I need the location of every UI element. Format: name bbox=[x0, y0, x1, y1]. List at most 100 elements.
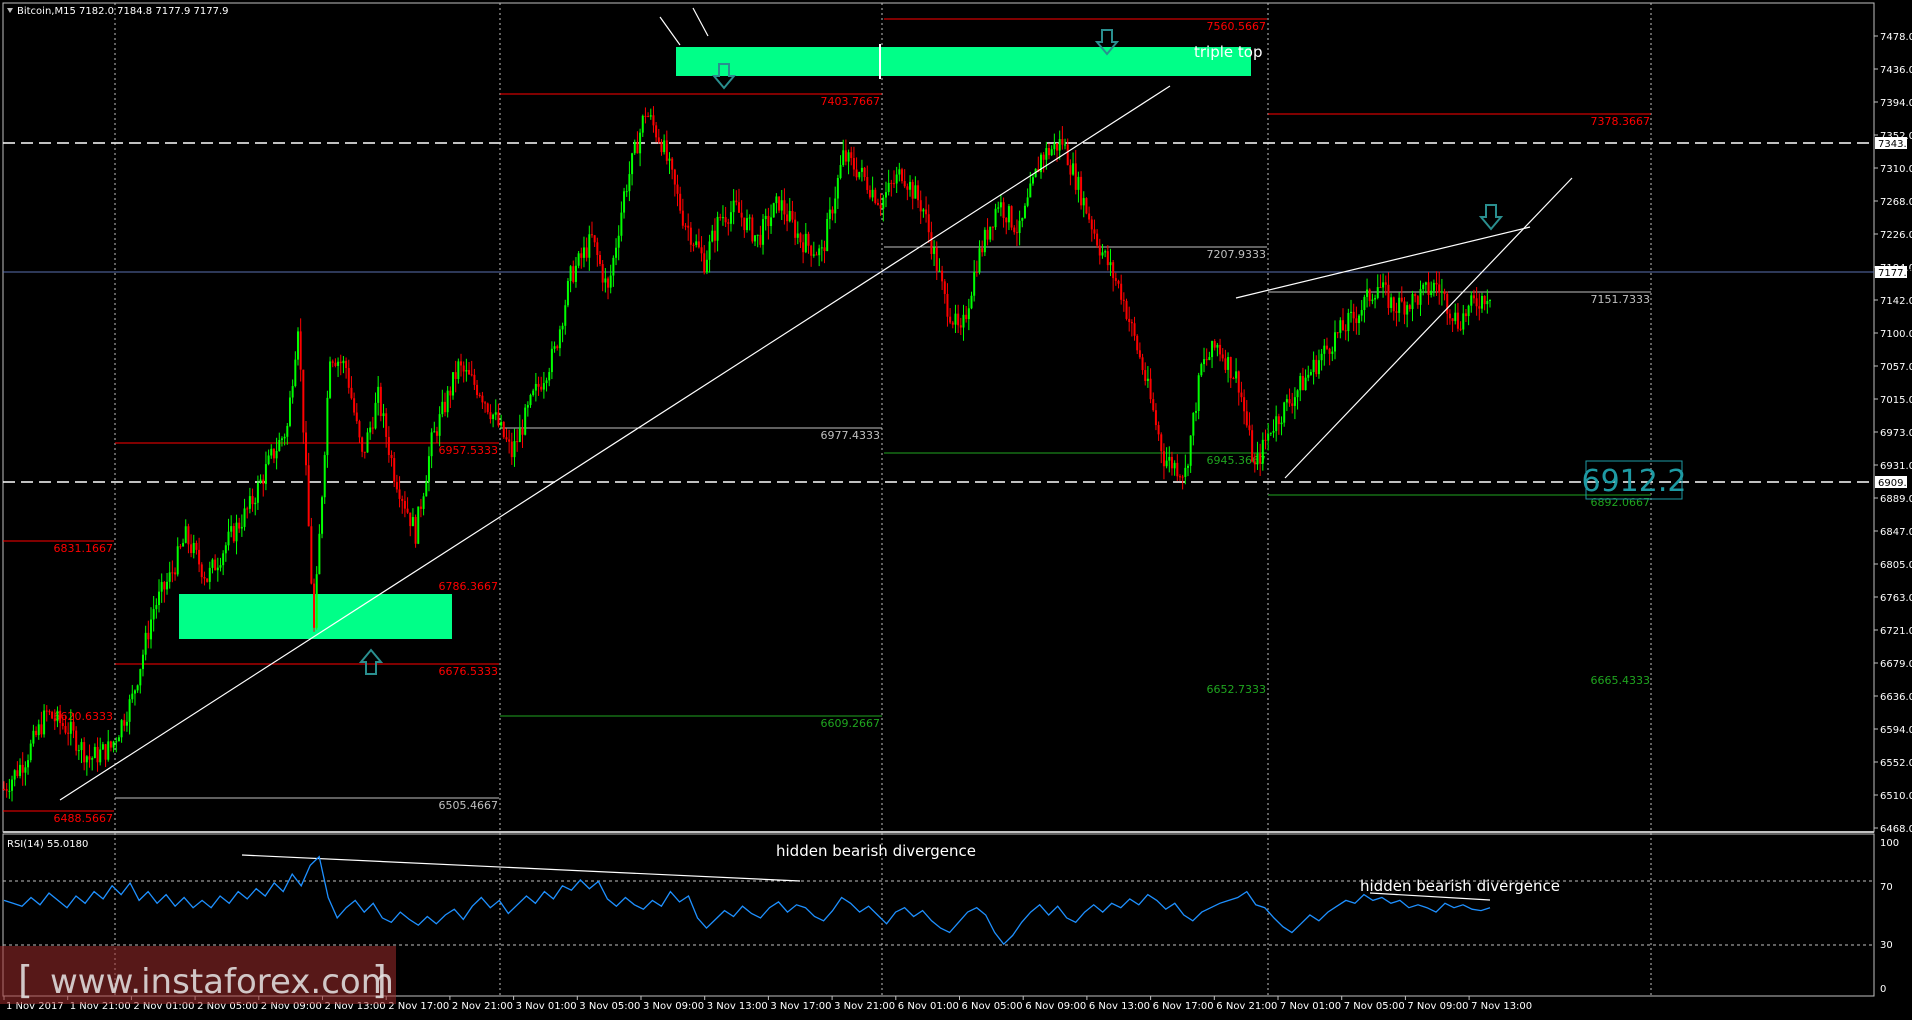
candle-bull bbox=[139, 669, 142, 686]
candle-bull bbox=[764, 215, 767, 220]
candle-bear bbox=[941, 270, 944, 282]
big-price-value: 6912.2 bbox=[1582, 464, 1687, 499]
candle-bear bbox=[206, 578, 209, 582]
candle-bear bbox=[1392, 297, 1395, 312]
candle-bear bbox=[890, 182, 893, 184]
candle-bull bbox=[938, 270, 941, 272]
candle-bull bbox=[430, 432, 433, 457]
candle-bull bbox=[1021, 217, 1024, 221]
candle-bull bbox=[254, 502, 257, 505]
level-7403: 7403.7667 bbox=[500, 93, 882, 108]
candle-bear bbox=[307, 465, 310, 527]
candle-bear bbox=[508, 439, 511, 442]
candle-bull bbox=[999, 202, 1002, 208]
candle-bull bbox=[56, 710, 59, 722]
candle-bear bbox=[462, 365, 465, 372]
hidden-divergence-label-1: hidden bearish divergence bbox=[776, 842, 976, 860]
watermark-bracket-right: ] bbox=[372, 958, 387, 1002]
price-tick-label: 6931.0 bbox=[1880, 461, 1912, 472]
candle-bear bbox=[363, 451, 366, 453]
candle-bull bbox=[532, 390, 535, 395]
candle-bear bbox=[949, 316, 952, 323]
candle-bull bbox=[1320, 353, 1323, 361]
candle-bear bbox=[684, 225, 687, 227]
candle-bull bbox=[1235, 371, 1238, 379]
candle-bull bbox=[828, 209, 831, 219]
candle-bear bbox=[917, 185, 920, 201]
candle-bull bbox=[1371, 299, 1374, 302]
candle-bear bbox=[147, 632, 150, 640]
wedge-lower-line bbox=[1284, 177, 1573, 479]
candle-bull bbox=[446, 390, 449, 413]
candle-bull bbox=[615, 247, 618, 258]
candle-bull bbox=[1023, 205, 1026, 218]
candle-bull bbox=[176, 546, 179, 575]
candle-bear bbox=[1002, 202, 1005, 218]
candle-bear bbox=[1288, 399, 1291, 404]
candle-bear bbox=[601, 264, 604, 283]
candle-bear bbox=[1005, 217, 1008, 223]
candle-bull bbox=[329, 361, 332, 398]
candle-bull bbox=[11, 779, 14, 791]
level-7151: 7151.7333 bbox=[1268, 291, 1651, 306]
candle-bear bbox=[1061, 139, 1064, 145]
price-tick-label: 7310.0 bbox=[1880, 164, 1912, 175]
candle-bear bbox=[1451, 318, 1454, 322]
candle-bear bbox=[572, 266, 575, 282]
level-label: 6786.3667 bbox=[439, 580, 499, 593]
candle-bull bbox=[80, 742, 83, 751]
dropdown-triangle-icon[interactable] bbox=[7, 8, 13, 13]
candle-bear bbox=[1138, 350, 1141, 358]
candle-bull bbox=[1323, 345, 1326, 354]
candle-bear bbox=[1342, 320, 1345, 331]
candle-bull bbox=[860, 167, 863, 172]
candle-bull bbox=[131, 693, 134, 700]
candle-bear bbox=[1120, 283, 1123, 300]
level-6945: 6945.3667 bbox=[884, 452, 1267, 467]
candle-bull bbox=[264, 464, 267, 485]
candle-bear bbox=[585, 247, 588, 258]
candle-bull bbox=[1192, 412, 1195, 436]
candle-bear bbox=[1328, 348, 1331, 354]
candle-bear bbox=[537, 383, 540, 387]
candle-bull bbox=[577, 253, 580, 266]
candle-bull bbox=[1376, 287, 1379, 298]
candle-bull bbox=[240, 526, 243, 529]
candle-bear bbox=[607, 278, 610, 288]
candle-bear bbox=[943, 281, 946, 294]
rsi-pane-frame bbox=[2, 833, 1875, 997]
candle-bull bbox=[858, 171, 861, 178]
candle-bear bbox=[778, 196, 781, 211]
candle-bear bbox=[1141, 357, 1144, 371]
candle-bear bbox=[906, 186, 909, 190]
candle-bear bbox=[1048, 148, 1051, 156]
candle-bull bbox=[369, 427, 372, 433]
candle-bear bbox=[395, 481, 398, 490]
candle-bear bbox=[1157, 425, 1160, 435]
marker-text: 7343.0 bbox=[1878, 139, 1912, 150]
price-tick-label: 6889.0 bbox=[1880, 494, 1912, 505]
candle-bear bbox=[195, 542, 198, 550]
candle-bull bbox=[1470, 295, 1473, 306]
level-label: 6620.6333 bbox=[54, 710, 114, 723]
level-label: 7403.7667 bbox=[821, 95, 881, 108]
candle-bear bbox=[1253, 461, 1256, 465]
candle-bull bbox=[1275, 416, 1278, 432]
time-tick-label: 6 Nov 05:00 bbox=[962, 1001, 1023, 1012]
candle-bull bbox=[1146, 378, 1149, 381]
candle-bear bbox=[35, 730, 38, 736]
candle-bull bbox=[136, 685, 139, 691]
candle-bear bbox=[1416, 296, 1419, 305]
candle-bull bbox=[1077, 176, 1080, 190]
candle-bull bbox=[569, 266, 572, 282]
candle-bear bbox=[689, 227, 692, 245]
candle-bull bbox=[639, 132, 642, 154]
candle-bear bbox=[713, 230, 716, 241]
time-tick-label: 3 Nov 13:00 bbox=[707, 1001, 768, 1012]
candle-bull bbox=[970, 295, 973, 309]
candle-bull bbox=[425, 481, 428, 497]
candle-bull bbox=[524, 407, 527, 435]
candle-bull bbox=[315, 574, 318, 628]
candle-bear bbox=[72, 721, 75, 731]
